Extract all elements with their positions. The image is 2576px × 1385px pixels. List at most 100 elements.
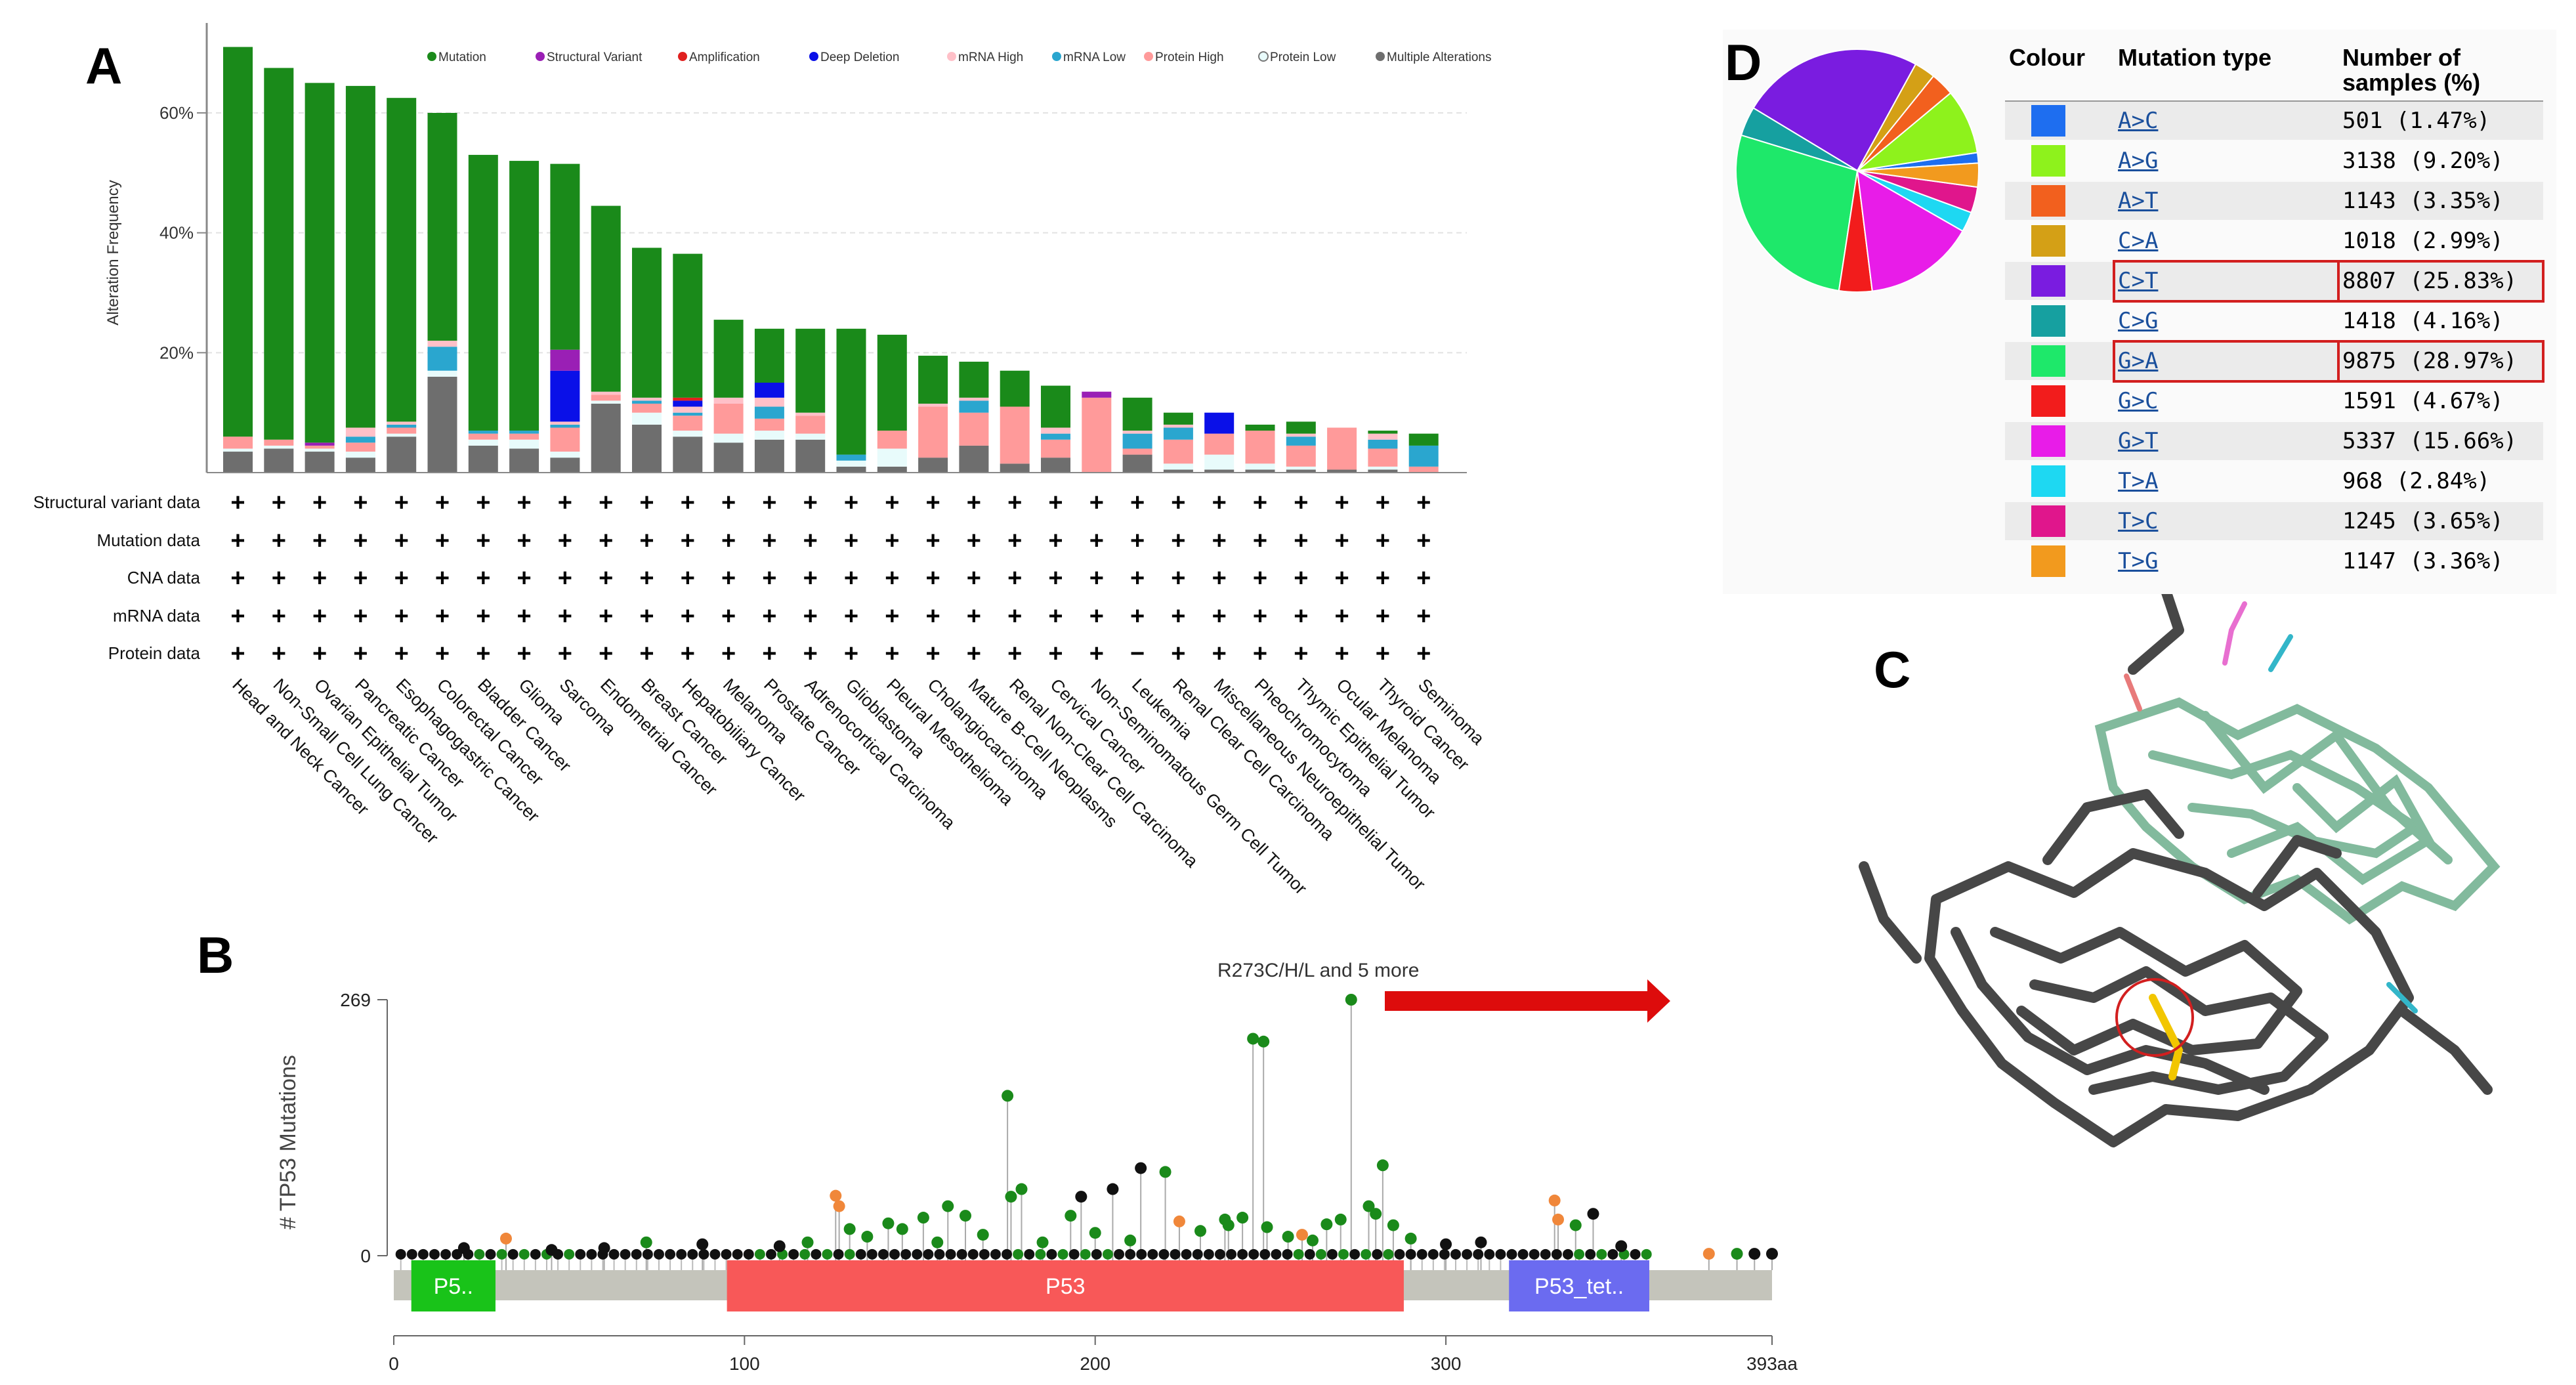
mutation-type-link[interactable]: T>A bbox=[2118, 468, 2159, 494]
structure-green-chain bbox=[2094, 697, 2501, 925]
bar-segment bbox=[1041, 439, 1070, 458]
mutation-type-link[interactable]: C>T bbox=[2118, 268, 2159, 294]
mutation-type-link[interactable]: A>G bbox=[2118, 148, 2159, 174]
bar-segment bbox=[1286, 445, 1316, 467]
data-availability-mark: + bbox=[517, 640, 531, 668]
bar-segment bbox=[713, 397, 744, 404]
sample-count-cell: 501 (1.47%) bbox=[2338, 101, 2543, 142]
data-availability-mark: + bbox=[394, 527, 409, 555]
colour-swatch bbox=[2031, 545, 2065, 577]
data-availability-mark: + bbox=[1089, 640, 1104, 668]
mutation-point bbox=[653, 1248, 664, 1260]
data-availability-mark: + bbox=[599, 565, 613, 592]
mutation-type-link[interactable]: C>A bbox=[2118, 228, 2159, 254]
mutation-type-cell: C>A bbox=[2114, 221, 2338, 262]
mutation-point bbox=[1075, 1191, 1087, 1203]
x-tick-label: 200 bbox=[1080, 1353, 1110, 1374]
mutation-type-link[interactable]: C>G bbox=[2118, 308, 2159, 334]
data-availability-mark: + bbox=[1007, 603, 1022, 630]
data-availability-mark: + bbox=[558, 527, 572, 555]
bar-segment bbox=[1368, 433, 1398, 440]
legend-label: mRNA High bbox=[958, 51, 1023, 64]
panel-a-ylabel: Alteration Frequency bbox=[104, 180, 122, 325]
legend-label: Mutation bbox=[438, 51, 486, 64]
mutation-type-link[interactable]: A>T bbox=[2118, 188, 2159, 214]
mutation-type-cell: T>A bbox=[2114, 461, 2338, 502]
mutation-point bbox=[882, 1217, 895, 1229]
bar-segment bbox=[1368, 469, 1398, 473]
mutation-point bbox=[1089, 1227, 1101, 1239]
data-availability-mark: + bbox=[1048, 565, 1063, 592]
mutation-point bbox=[811, 1248, 822, 1260]
bar-segment bbox=[550, 163, 580, 350]
mutation-point bbox=[945, 1248, 956, 1260]
mutation-point bbox=[1574, 1248, 1585, 1260]
bar-segment bbox=[632, 397, 662, 401]
legend-swatch bbox=[947, 52, 956, 61]
mutation-point bbox=[1293, 1248, 1304, 1260]
bar-segment bbox=[1041, 433, 1070, 440]
mutation-point bbox=[844, 1248, 855, 1260]
mutation-point bbox=[1361, 1248, 1372, 1260]
data-availability-mark: + bbox=[1416, 603, 1431, 630]
mutation-point bbox=[754, 1248, 765, 1260]
colour-header: Colour bbox=[2005, 43, 2114, 102]
data-availability-mark: + bbox=[1253, 489, 1267, 517]
data-availability-mark: + bbox=[844, 640, 858, 668]
colour-cell bbox=[2005, 261, 2114, 302]
mutation-point bbox=[956, 1248, 967, 1260]
mutation-type-link[interactable]: G>A bbox=[2118, 348, 2159, 374]
bar-segment bbox=[795, 415, 826, 434]
mutation-type-link[interactable]: T>C bbox=[2118, 508, 2159, 534]
mutation-point bbox=[1529, 1248, 1540, 1260]
bar-segment bbox=[427, 376, 457, 473]
data-availability-mark: + bbox=[925, 527, 940, 555]
mutation-point bbox=[598, 1242, 610, 1254]
mutation-point bbox=[1271, 1248, 1282, 1260]
bar-segment bbox=[550, 452, 580, 458]
data-availability-mark: + bbox=[925, 603, 940, 630]
mutation-point bbox=[518, 1248, 530, 1260]
bar-segment bbox=[795, 412, 826, 416]
mutation-point bbox=[788, 1248, 799, 1260]
colour-cell bbox=[2005, 501, 2114, 542]
bar-segment bbox=[223, 437, 253, 449]
mutation-type-link[interactable]: T>G bbox=[2118, 548, 2159, 574]
data-availability-mark: + bbox=[1334, 565, 1349, 592]
bar-segment bbox=[877, 334, 907, 431]
colour-swatch bbox=[2031, 105, 2065, 137]
data-availability-mark: + bbox=[1416, 527, 1431, 555]
bar-segment bbox=[509, 439, 539, 449]
mutation-point bbox=[1320, 1218, 1333, 1231]
bar-segment bbox=[1327, 427, 1357, 470]
domain-label: P53 bbox=[1045, 1274, 1086, 1299]
mutation-type-link[interactable]: A>C bbox=[2118, 108, 2159, 134]
mutation-point bbox=[1552, 1213, 1565, 1225]
mutation-point bbox=[1630, 1248, 1641, 1260]
bar-segment bbox=[591, 400, 621, 404]
colour-swatch bbox=[2031, 465, 2065, 497]
mutation-point bbox=[1440, 1238, 1452, 1250]
data-availability-mark: + bbox=[1089, 527, 1104, 555]
data-availability-mark: + bbox=[1253, 565, 1267, 592]
legend-label: Structural Variant bbox=[547, 51, 643, 64]
data-availability-mark: + bbox=[558, 603, 572, 630]
mutation-type-link[interactable]: G>C bbox=[2118, 388, 2159, 414]
bar-segment bbox=[1245, 424, 1275, 431]
mutation-type-link[interactable]: G>T bbox=[2118, 428, 2159, 454]
mutation-point bbox=[1349, 1248, 1361, 1260]
bar-segment bbox=[387, 433, 417, 437]
data-availability-mark: + bbox=[435, 565, 450, 592]
table-row: A>C 501 (1.47%) bbox=[2005, 101, 2543, 142]
mutation-point bbox=[1136, 1248, 1147, 1260]
data-availability-mark: + bbox=[803, 565, 818, 592]
mutation-point bbox=[1057, 1248, 1068, 1260]
mutation-point bbox=[855, 1248, 866, 1260]
y-tick-label: 20% bbox=[159, 343, 194, 362]
data-availability-mark: + bbox=[885, 489, 899, 517]
bar-segment bbox=[509, 448, 539, 473]
bar-segment bbox=[1082, 397, 1112, 473]
data-availability-mark: + bbox=[476, 603, 490, 630]
legend-swatch bbox=[1376, 52, 1385, 61]
panel-label-d: D bbox=[1725, 33, 1762, 91]
